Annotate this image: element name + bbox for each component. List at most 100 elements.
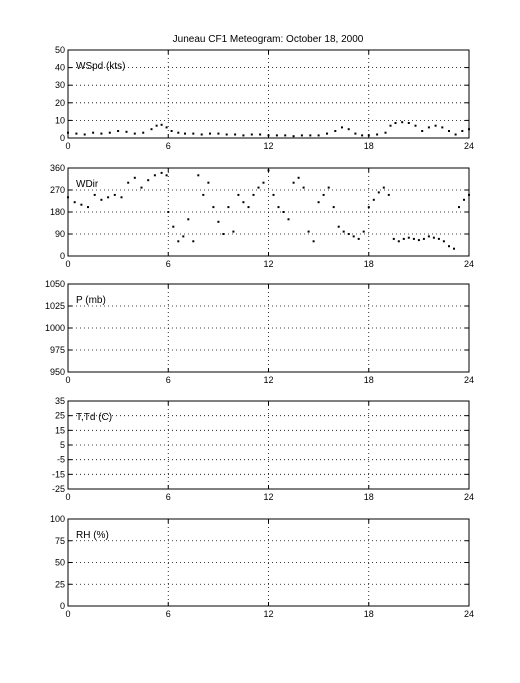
y-tick-label: 1000: [45, 323, 65, 333]
data-point: [150, 128, 153, 131]
data-point: [427, 126, 430, 129]
data-point: [282, 211, 285, 213]
data-point: [272, 193, 275, 196]
data-point: [292, 135, 295, 138]
data-point: [87, 206, 89, 209]
y-tick-label: 15: [55, 425, 65, 435]
data-point: [209, 132, 211, 135]
y-tick-label: 100: [50, 514, 65, 524]
data-point: [441, 126, 444, 129]
data-point: [394, 122, 397, 124]
x-tick-label: 0: [65, 609, 70, 619]
data-point: [322, 193, 325, 196]
x-tick-label: 12: [263, 609, 273, 619]
data-point: [197, 174, 200, 177]
data-point: [422, 237, 425, 240]
y-tick-label: 1050: [45, 279, 65, 289]
data-point: [83, 133, 86, 136]
x-tick-label: 0: [65, 492, 70, 502]
data-point: [468, 128, 470, 131]
data-point: [67, 131, 69, 134]
data-point: [222, 233, 225, 235]
panel-label: RH (%): [76, 530, 109, 541]
data-point: [160, 123, 163, 126]
data-point: [192, 132, 195, 135]
data-point: [337, 225, 340, 228]
data-point: [326, 132, 328, 135]
data-point: [392, 237, 395, 240]
data-point: [401, 121, 404, 124]
y-tick-label: 950: [50, 367, 65, 377]
panel-p-mb: 950 975 1000 1025 1050 0 6 12 18 24 P (mb): [45, 279, 474, 385]
data-point: [113, 193, 116, 196]
data-point: [448, 245, 450, 248]
y-tick-label: 75: [55, 536, 65, 546]
data-point: [100, 132, 103, 135]
data-point: [187, 218, 190, 221]
y-tick-label: 0: [60, 251, 65, 261]
x-tick-label: 24: [464, 141, 474, 151]
x-tick-label: 24: [464, 375, 474, 385]
data-point: [372, 198, 375, 201]
data-point: [317, 134, 320, 137]
panel-label: WDir: [76, 179, 99, 190]
y-tick-label: 35: [55, 396, 65, 406]
data-point: [127, 181, 130, 184]
data-point: [332, 206, 335, 209]
data-point: [312, 240, 315, 243]
data-point: [352, 235, 355, 238]
data-point: [341, 126, 343, 129]
data-point: [80, 203, 83, 206]
data-point: [202, 193, 205, 196]
data-point: [107, 196, 110, 199]
panel-wdir: 0 90 180 270 360 0 6 12 18 24 WDir: [50, 163, 474, 269]
data-point: [217, 220, 220, 223]
data-point: [389, 124, 392, 127]
x-tick-label: 12: [263, 375, 273, 385]
x-tick-label: 18: [364, 141, 374, 151]
data-point: [170, 130, 173, 132]
data-point: [297, 176, 300, 179]
x-tick-label: 24: [464, 492, 474, 502]
data-point: [147, 179, 150, 182]
x-tick-label: 18: [364, 259, 374, 269]
data-point: [133, 176, 136, 179]
data-point: [427, 235, 430, 238]
data-point: [277, 206, 280, 209]
data-point: [153, 174, 156, 177]
data-point: [376, 133, 379, 136]
data-point: [387, 193, 390, 196]
data-point: [242, 201, 245, 204]
panel-wspd-kts: 0 10 20 30 40 50 0 6 12 18 24 WSpd (kts): [55, 45, 474, 151]
data-point: [448, 130, 450, 132]
data-point: [458, 206, 460, 209]
panel-label: P (mb): [76, 295, 106, 306]
data-point: [468, 193, 470, 196]
y-tick-label: -15: [52, 469, 65, 479]
x-tick-label: 0: [65, 375, 70, 385]
data-point: [397, 240, 400, 243]
data-point: [267, 134, 270, 137]
data-point: [284, 134, 287, 137]
data-point: [155, 124, 158, 127]
x-tick-label: 12: [263, 492, 273, 502]
y-tick-label: 10: [55, 115, 65, 125]
data-point: [232, 230, 235, 233]
data-point: [212, 206, 215, 209]
data-point: [100, 198, 103, 201]
y-tick-label: 25: [55, 579, 65, 589]
data-point: [402, 237, 405, 240]
data-point: [377, 191, 380, 194]
data-point: [75, 132, 78, 135]
data-point: [309, 134, 312, 137]
y-tick-label: 90: [55, 229, 65, 239]
data-point: [317, 201, 320, 204]
data-point: [247, 206, 250, 209]
data-point: [184, 132, 186, 135]
data-point: [367, 206, 370, 209]
data-point: [287, 218, 290, 221]
y-tick-label: 30: [55, 80, 65, 90]
panel-label: T,Td (C): [76, 412, 112, 423]
data-point: [177, 131, 180, 134]
